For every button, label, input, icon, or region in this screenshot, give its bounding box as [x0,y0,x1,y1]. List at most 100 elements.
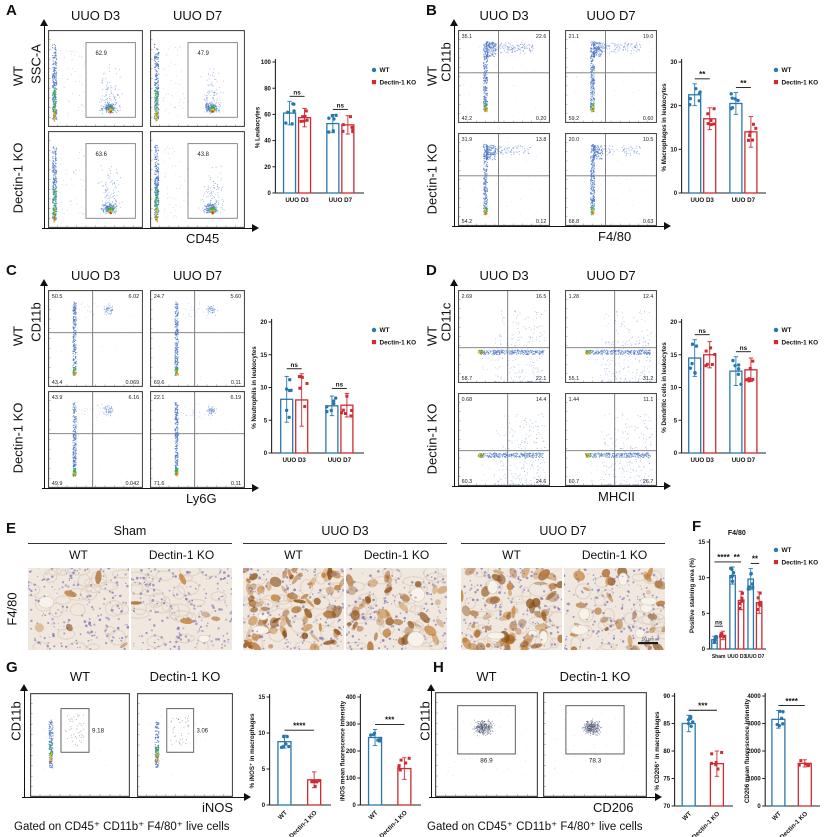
panel-d-col-header-1: UUO D3 [479,268,529,283]
panel-d-row-label-ko: Dectin-1 KO [424,403,440,475]
panel-g-y-axis-label: CD11b [8,701,24,741]
flow-plot-b-ko-d3: 31.9 13.8 54.2 0.12 [458,133,550,226]
panel-a-row-label-ko: Dectin-1 KO [10,142,26,214]
flow-plot-canvas: 47.9 [150,30,245,127]
flow-plot-c-ko-d3: 43.9 6.16 49.9 0.042 [48,391,143,488]
panel-f-letter: F [692,518,702,535]
svg-text:0.20: 0.20 [536,116,546,122]
y-axis-arrow [39,279,48,488]
ihc-canvas [343,565,454,654]
flow-plot-canvas: 63.6 [48,131,143,228]
panel-a-col-header-1: UUO D3 [70,8,121,23]
panel-b-row-label-ko: Dectin-1 KO [424,143,440,215]
panel-e-sub-wt-1: WT [69,548,88,562]
panel-b: B UUO D3 UUO D7 WT Dectin-1 KO CD11b F4/… [420,0,824,258]
flow-plot-canvas: 78.3 [543,692,647,797]
panel-b-x-axis-label: F4/80 [598,229,632,244]
svg-text:0: 0 [268,191,272,197]
ihc-image-uuo-d3-wt [238,561,348,654]
flow-plot-canvas: 35.1 22.6 42.2 0.20 [458,30,550,123]
panel-h-col-header-wt: WT [476,669,497,684]
flow-plot-canvas: 2.69 16.558.7 22.1 [458,290,550,383]
flow-plot-canvas: 20.0 10.568.8 0.63 [565,133,657,226]
flow-plot-d-ko-d3: 0.68 14.4 60.3 24.6 [458,393,550,486]
ihc-canvas: 50 μm [562,566,674,655]
flow-plot-c-wt-d7: 24.7 5.60 69.6 0.11 [150,290,245,387]
panel-f: F 0 5 10 15 Positive staining area (%) F4/80 S… [689,516,824,668]
svg-text:22.6: 22.6 [536,34,546,40]
panel-e-row-label: F4/80 [4,592,20,626]
panel-b-y-axis-label: CD11b [438,42,454,82]
svg-text:20: 20 [264,165,271,171]
panel-c-y-axis-label: CD11b [28,302,44,342]
panel-c-row-label-wt: WT [10,325,26,347]
panel-c: C UUO D3 UUO D7 WT Dectin-1 KO CD11b Ly6… [0,260,420,518]
ihc-canvas [452,560,568,655]
svg-text:59.2: 59.2 [569,116,579,122]
ihc-image-uuo-d7-ko: 50 μm [562,566,674,655]
flow-plot-canvas: 86.9 [435,692,538,797]
panel-e-sub-ko-2: Dectin-1 KO [363,548,430,562]
panel-e-sub-ko-1: Dectin-1 KO [148,548,215,562]
ihc-canvas [21,563,135,655]
y-axis-arrow [19,684,28,797]
flow-plot-d-ko-d7: 1.44 11.1 60.7 26.7 [565,393,657,486]
panel-d-letter: D [426,262,437,279]
svg-text:80: 80 [264,86,271,92]
panel-d-y-axis-label: CD11c [438,302,454,342]
flow-plot-canvas: 1.44 11.160.7 26.7 [565,393,657,486]
panel-e-letter: E [6,520,17,537]
flow-plot-canvas: 9.18 [30,693,130,797]
y-axis-arrow [39,19,48,228]
flow-plot-canvas: 31.9 13.8 54.2 0.12 [458,133,550,226]
panel-h-letter: H [433,659,444,676]
panel-e: E Sham UUO D3 UUO D7 WT Dectin-1 KO WT D… [0,516,690,664]
group-underline [28,543,232,544]
svg-text:100: 100 [261,60,272,66]
y-axis-arrow [449,279,458,486]
flow-plot-d-wt-d3: 2.69 16.5 58.7 22.1 [458,290,550,383]
chart-leukocytes: 0 20 40 60 80 100 % Leukocytes UUO D3 UUO D7 WT De… [254,59,416,204]
panel-g-x-axis-label: iNOS [202,800,234,815]
flow-plot-a-wt-d3: 62.9 [48,30,143,127]
flow-plot-canvas: 62.9 [48,30,143,127]
panel-h: H WT Dectin-1 KO CD11b CD206 86.9 78.3 G… [418,655,824,837]
flow-plot-canvas: 1.28 12.455.1 31.2 [565,290,657,383]
svg-text:WT: WT [380,67,390,74]
flow-plot-b-ko-d7: 20.0 10.5 68.8 0.63 [565,133,657,226]
ihc-canvas [124,563,234,656]
flow-plot-h-wt: 86.9 [435,692,538,797]
flow-plot-a-wt-d7: 47.9 [150,30,245,127]
panel-h-col-header-ko: Dectin-1 KO [559,669,631,684]
group-underline [461,543,665,544]
x-axis-arrow [22,792,251,801]
svg-text:21.1: 21.1 [569,34,579,40]
svg-text:13.8: 13.8 [536,137,546,143]
svg-text:31.9: 31.9 [462,137,472,143]
panel-b-col-header-2: UUO D7 [586,8,636,23]
panel-e-group-uuo-d3: UUO D3 [321,524,369,538]
svg-text:% Leukocytes: % Leukocytes [254,106,261,148]
panel-b-letter: B [426,2,437,19]
panel-b-col-header-1: UUO D3 [479,8,529,23]
panel-d: D UUO D3 UUO D7 WT Dectin-1 KO CD11c MHC… [420,260,824,518]
panel-b-row-label-wt: WT [424,65,440,87]
flow-plot-canvas: 0.68 14.460.3 24.6 [458,393,550,486]
svg-text:ns: ns [293,90,301,97]
flow-plot-c-ko-d7: 22.1 6.19 71.6 0.11 [150,391,245,488]
panel-a: A UUO D3 UUO D7 WT Dectin-1 KO SSC-A CD4… [0,0,420,258]
panel-a-col-header-2: UUO D7 [172,8,223,23]
x-axis-arrow [429,792,662,801]
ihc-image-uuo-d3-ko [343,565,454,654]
panel-c-row-label-ko: Dectin-1 KO [10,402,26,474]
flow-plot-h-ko: 78.3 [543,692,647,797]
ihc-image-sham-ko [124,563,234,656]
